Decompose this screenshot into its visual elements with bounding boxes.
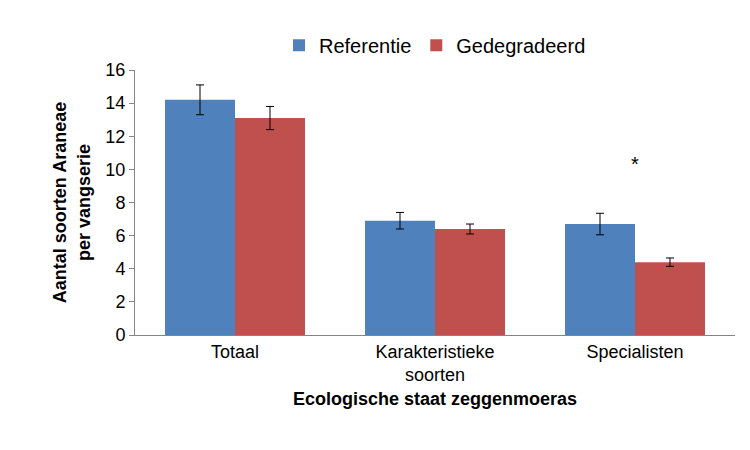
svg-text:Aantal soorten Araneaeper vang: Aantal soorten Araneaeper vangserie <box>50 102 93 303</box>
svg-text:6: 6 <box>115 226 125 246</box>
svg-text:12: 12 <box>105 127 125 147</box>
svg-text:Specialisten: Specialisten <box>586 342 683 362</box>
svg-text:4: 4 <box>115 259 125 279</box>
svg-text:16: 16 <box>105 60 125 80</box>
svg-text:2: 2 <box>115 292 125 312</box>
svg-text:Gedegradeerd: Gedegradeerd <box>456 35 585 57</box>
svg-text:Totaal: Totaal <box>211 342 259 362</box>
svg-text:Referentie: Referentie <box>319 35 411 57</box>
svg-text:14: 14 <box>105 93 125 113</box>
svg-text:0: 0 <box>115 325 125 345</box>
svg-text:10: 10 <box>105 160 125 180</box>
svg-text:8: 8 <box>115 193 125 213</box>
svg-text:Ecologische staat zeggenmoeras: Ecologische staat zeggenmoeras <box>293 389 577 409</box>
svg-text:*: * <box>631 153 639 175</box>
svg-text:Karakteristiekesoorten: Karakteristiekesoorten <box>375 342 494 385</box>
